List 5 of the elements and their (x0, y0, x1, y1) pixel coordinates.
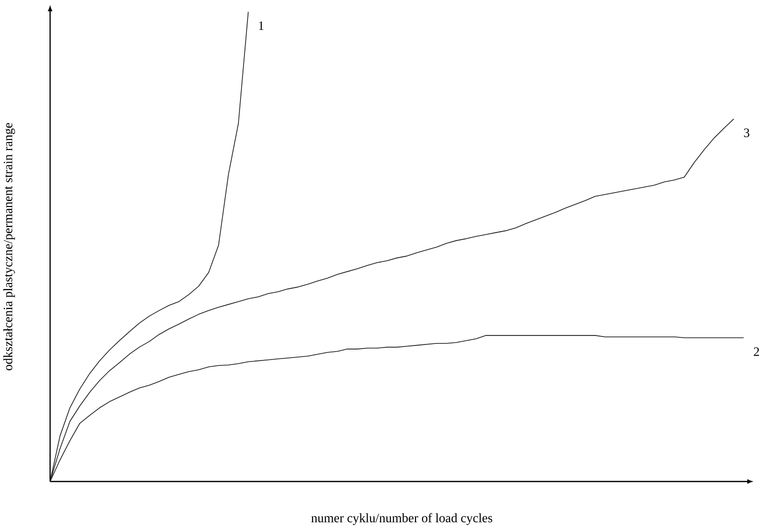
series-label: 3 (744, 128, 750, 138)
y-axis-title: odkształcenia plastyczne/permanent strain range (3, 122, 15, 370)
series-label: 2 (754, 347, 760, 356)
series-label: 1 (259, 21, 264, 30)
x-axis-title: numer cyklu/number of load cycles (311, 513, 492, 525)
